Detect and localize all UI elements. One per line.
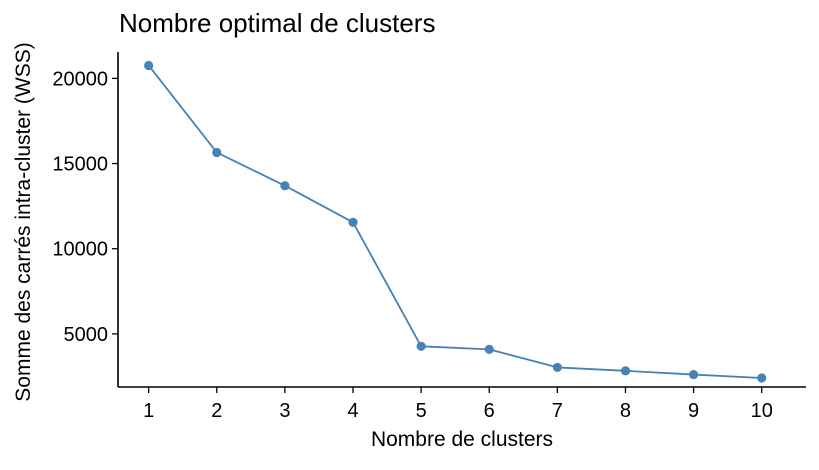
data-point: [552, 362, 562, 373]
x-tick-label: 6: [484, 400, 495, 422]
y-tick-label: 20000: [52, 68, 108, 90]
y-tick-label: 15000: [52, 154, 108, 176]
x-tick-label: 4: [347, 400, 358, 422]
x-tick-label: 7: [552, 400, 563, 422]
series-layer: [144, 60, 767, 383]
x-tick-label: 5: [416, 400, 427, 422]
x-tick-label: 8: [620, 400, 631, 422]
series-line: [147, 64, 762, 379]
x-tick-label: 2: [211, 400, 222, 422]
x-tick-label: 1: [143, 400, 154, 422]
data-point: [689, 369, 699, 380]
y-tick-label: 10000: [52, 239, 108, 261]
x-tick-label: 3: [279, 400, 290, 422]
data-point: [484, 344, 494, 354]
data-point: [416, 341, 426, 351]
data-point: [757, 373, 767, 383]
data-point: [144, 60, 154, 71]
axes: 1 2 3 4 5 6 7 8 9 10 5000 10000 15000 20000: [52, 52, 806, 422]
data-point: [620, 366, 631, 376]
data-point: [212, 147, 222, 158]
data-point: [348, 217, 358, 227]
x-tick-label: 9: [688, 400, 699, 422]
y-tick-label: 5000: [64, 324, 109, 346]
chart-title: Nombre optimal de clusters: [119, 8, 435, 38]
y-axis-label: Somme des carrés intra-cluster (WSS): [12, 42, 35, 401]
x-tick-label: 10: [751, 400, 773, 422]
x-axis-label: Nombre de clusters: [371, 428, 553, 451]
data-point: [280, 181, 290, 191]
